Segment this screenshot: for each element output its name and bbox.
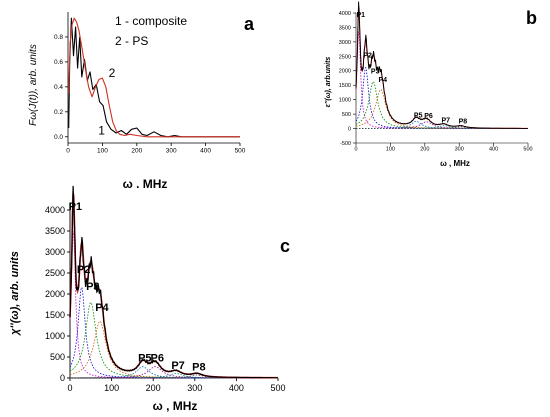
panel-b-xlabel: ω , MHz: [440, 159, 470, 168]
x-tick-label: 300: [187, 383, 202, 393]
y-tick-label: 0: [60, 373, 65, 383]
series-line-2: [68, 17, 240, 138]
x-tick-label: 500: [270, 383, 285, 393]
panel-a: a Fω(J(t)), arb. units ω . MHz 1 - compo…: [28, 12, 255, 191]
curve-label-2: 2: [109, 66, 116, 80]
legend-ps: 2 - PS: [115, 34, 148, 48]
panel-c: c χ''(ω), arb. units ω , MHz 0 100 200 300 4…: [9, 185, 290, 413]
y-tick-label: 3500: [45, 226, 65, 236]
x-tick-label: 200: [131, 148, 142, 155]
y-tick-label: 0.2: [54, 109, 63, 116]
component-4: [69, 320, 278, 379]
y-tick-label: 3000: [339, 40, 351, 46]
y-tick-label: 3500: [339, 25, 351, 31]
y-tick-label: 1500: [339, 83, 351, 89]
y-tick-label: 1000: [339, 98, 351, 104]
peak-label-p6: P6: [424, 113, 433, 120]
x-tick-label: 0: [67, 383, 72, 393]
peak-label-p4: P4: [378, 77, 387, 84]
series-line-1: [68, 17, 240, 138]
panel-b: b ε''(ω), arb.units ω , MHz 0 100 200 300 40…: [325, 1, 537, 168]
y-tick-label: 4000: [339, 11, 351, 17]
panel-letter-b: b: [526, 8, 537, 28]
y-tick-label: 0.0: [54, 134, 63, 141]
fit-line: [355, 6, 528, 129]
y-tick-label: 3000: [45, 247, 65, 257]
y-tick-label: 0.8: [54, 34, 63, 41]
curve-label-1: 1: [98, 123, 105, 137]
component-6: [356, 121, 528, 129]
x-tick-label: 0: [354, 147, 357, 153]
y-tick-label: 2000: [45, 289, 65, 299]
peak-label-p8: P8: [459, 119, 468, 126]
x-tick-label: 100: [386, 147, 395, 153]
y-tick-label: 1000: [45, 331, 65, 341]
peak-label-p2: P2: [77, 264, 90, 276]
x-tick-label: 0: [66, 148, 70, 155]
y-tick-label: 0: [348, 126, 351, 132]
panel-letter-a: a: [244, 14, 255, 34]
x-tick-label: 400: [200, 148, 211, 155]
x-tick-label: 100: [104, 383, 119, 393]
x-tick-label: 400: [229, 383, 244, 393]
x-tick-label: 200: [420, 147, 429, 153]
y-tick-label: 500: [50, 352, 65, 362]
peak-label-p8: P8: [192, 362, 205, 374]
y-tick-label: 2500: [339, 54, 351, 60]
x-tick-label: 300: [166, 148, 177, 155]
y-tick-label: 500: [342, 112, 351, 118]
y-tick-label: -500: [340, 141, 351, 147]
panel-c-xlabel: ω , MHz: [153, 399, 198, 413]
component-6: [70, 366, 278, 379]
peak-label-p1: P1: [69, 201, 82, 213]
x-tick-label: 400: [489, 147, 498, 153]
x-tick-label: 100: [97, 148, 108, 155]
data-line: [355, 1, 528, 129]
y-tick-label: 2500: [45, 268, 65, 278]
x-tick-label: 500: [523, 147, 532, 153]
y-tick-label: 2000: [339, 69, 351, 75]
y-tick-label: 4000: [45, 205, 65, 215]
y-tick-label: 1500: [45, 310, 65, 320]
x-tick-label: 500: [235, 148, 246, 155]
x-tick-label: 300: [455, 147, 464, 153]
panel-b-ylabel: ε''(ω), arb.units: [325, 57, 332, 108]
peak-label-p5: P5: [414, 112, 423, 119]
peak-label-p2: P2: [363, 53, 372, 60]
panel-a-ylabel: Fω(J(t)), arb. units: [28, 44, 39, 126]
data-line: [69, 185, 278, 379]
peak-label-p6: P6: [151, 352, 164, 364]
peak-label-p3: P3: [86, 281, 99, 293]
peak-label-p4: P4: [95, 302, 109, 314]
legend-composite: 1 - composite: [115, 14, 187, 28]
peak-label-p1: P1: [356, 12, 365, 19]
y-tick-label: 0.6: [54, 59, 63, 66]
fit-line: [69, 193, 278, 379]
panel-c-ylabel: χ''(ω), arb. units: [9, 251, 21, 336]
peak-label-p7: P7: [171, 360, 184, 372]
peak-label-p3: P3: [371, 69, 380, 76]
panel-a-xlabel: ω . MHz: [123, 177, 168, 191]
panel-letter-c: c: [280, 236, 290, 256]
peak-label-p5: P5: [138, 352, 151, 364]
peak-label-p7: P7: [441, 117, 450, 124]
x-tick-label: 200: [146, 383, 161, 393]
y-tick-label: 0.4: [54, 84, 63, 91]
